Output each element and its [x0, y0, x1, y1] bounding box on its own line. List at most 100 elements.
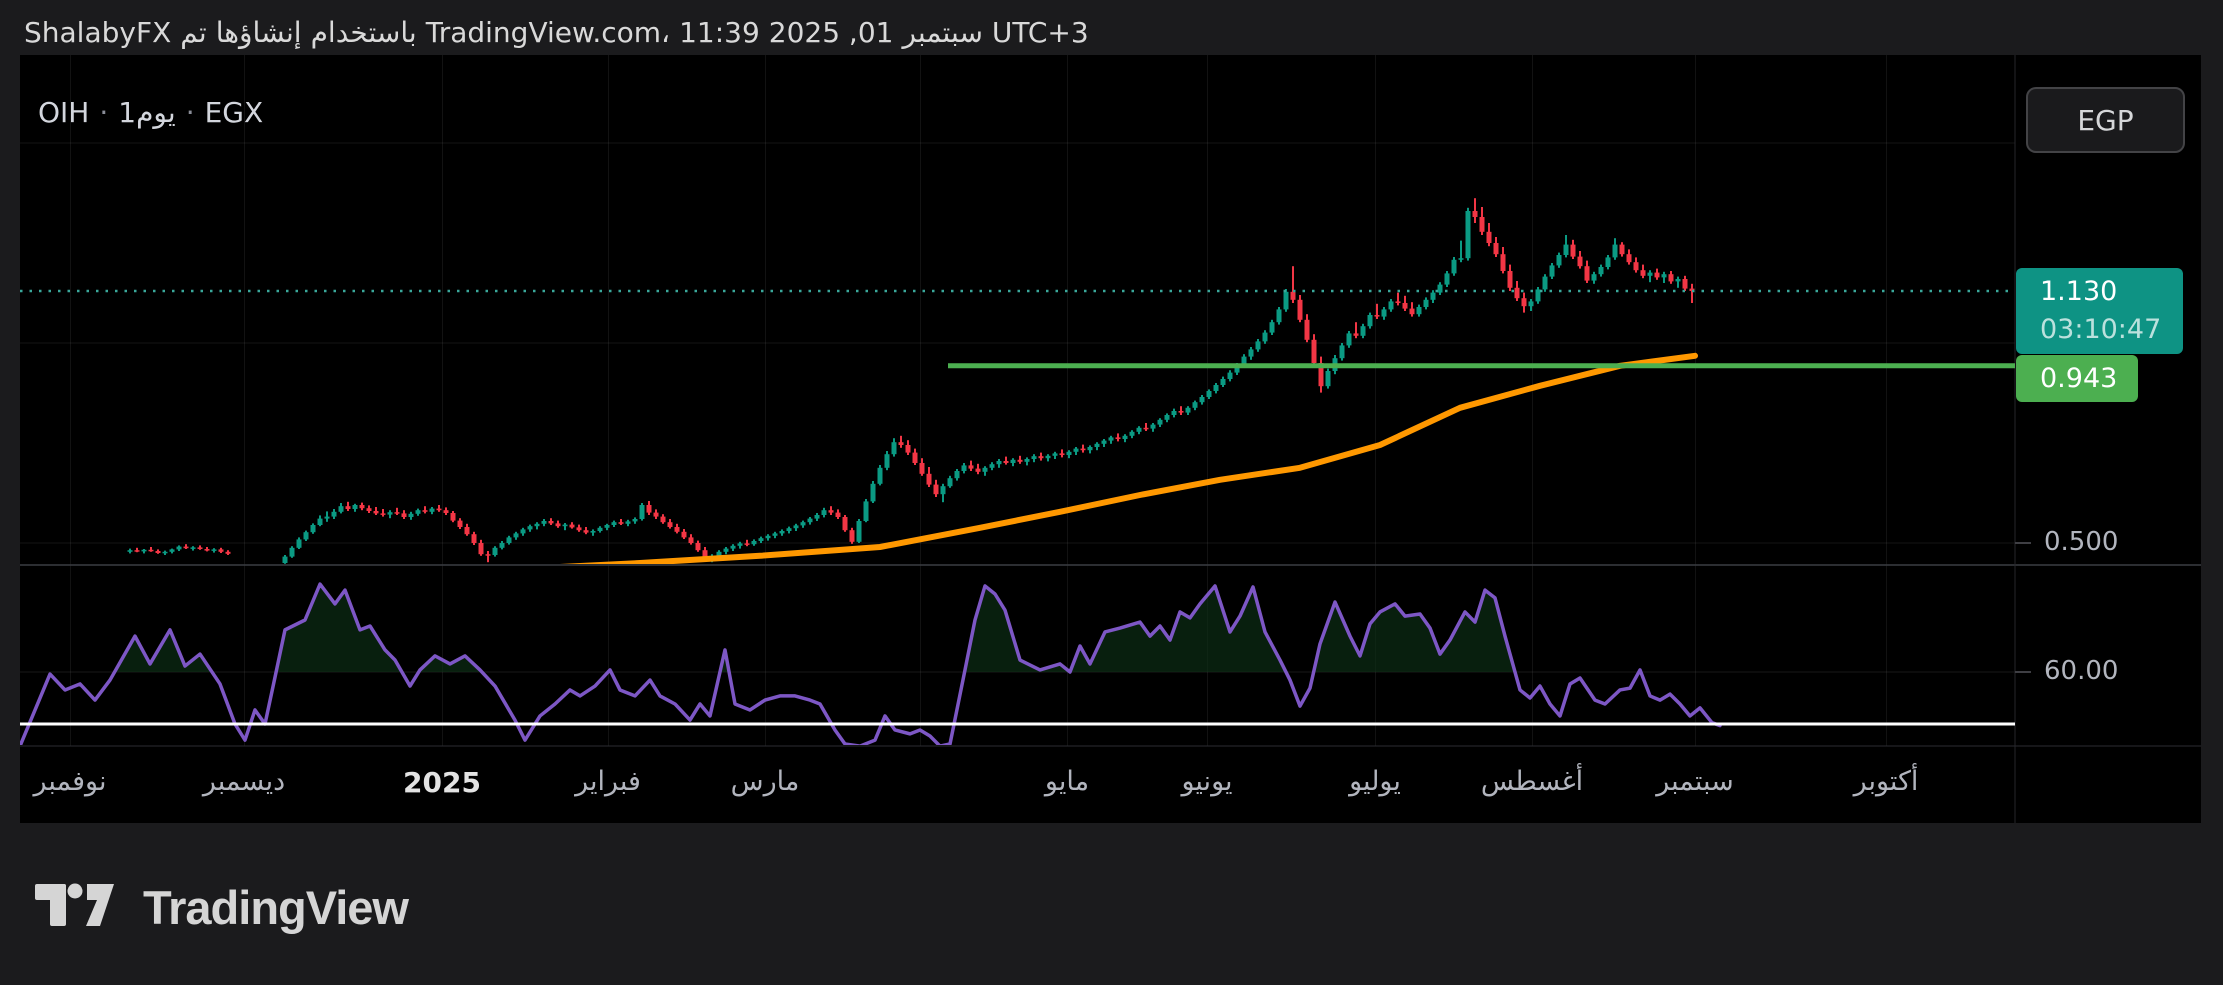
- candle-body: [1451, 259, 1457, 274]
- candle-body: [527, 526, 533, 530]
- time-axis-label-8: أغسطس: [1480, 766, 1584, 797]
- candle-body: [968, 465, 974, 469]
- candle-body: [415, 510, 421, 514]
- candle-body: [765, 535, 771, 539]
- time-axis-label-0: نوفمبر: [33, 766, 107, 797]
- candle-body: [183, 546, 189, 549]
- candle-body: [842, 517, 848, 531]
- candle-body: [695, 543, 701, 551]
- candle-body: [1535, 289, 1541, 302]
- candle-body: [1199, 397, 1205, 403]
- candle-body: [1206, 391, 1212, 397]
- candle-body: [338, 506, 344, 512]
- candle-body: [1220, 379, 1226, 385]
- candle-body: [779, 531, 785, 534]
- currency-button[interactable]: EGP: [2026, 87, 2185, 153]
- candle-body: [1164, 415, 1170, 420]
- candle-body: [1010, 459, 1016, 463]
- candle-body: [1339, 345, 1345, 359]
- snapshot-date: 2025 ,01: [768, 15, 894, 49]
- candle-body: [204, 549, 210, 551]
- candle-body: [1458, 258, 1464, 260]
- candle-body: [1304, 319, 1310, 340]
- candle-body: [541, 521, 547, 524]
- candle-body: [604, 525, 610, 528]
- symbol-exchange: EGX: [204, 96, 264, 129]
- candle-body: [1486, 231, 1492, 243]
- symbol-name: OIH: [38, 96, 90, 129]
- candle-body: [1654, 272, 1660, 278]
- candle-body: [1269, 322, 1275, 333]
- snapshot-attribution: ShalabyFX تم إنشاؤها باستخدام TradingVie…: [24, 12, 1089, 52]
- candle-body: [464, 527, 470, 535]
- candle-body: [1283, 291, 1289, 310]
- candle-body: [162, 551, 168, 554]
- candle-body: [1374, 315, 1380, 317]
- candle-body: [373, 511, 379, 514]
- candle-body: [856, 521, 862, 542]
- candle-body: [1416, 307, 1422, 315]
- candle-body: [1227, 372, 1233, 379]
- candle-body: [758, 538, 764, 541]
- candle-body: [485, 554, 491, 556]
- candle-body: [1241, 356, 1247, 365]
- candle-body: [905, 445, 911, 453]
- candle-body: [1479, 217, 1485, 232]
- candle-body: [1143, 427, 1149, 430]
- candle-body: [891, 442, 897, 455]
- candle-body: [211, 549, 217, 551]
- candle-body: [625, 521, 631, 524]
- candle-body: [1472, 211, 1478, 217]
- candle-body: [870, 483, 876, 502]
- candle-body: [190, 547, 196, 549]
- candle-body: [1059, 453, 1065, 455]
- candle-body: [506, 537, 512, 543]
- level-price-badge: 0.943: [2016, 355, 2138, 402]
- candle-body: [1661, 274, 1667, 278]
- candle-body: [1290, 291, 1296, 300]
- candle-body: [1136, 427, 1142, 432]
- candle-body: [1311, 339, 1317, 363]
- candle-body: [793, 525, 799, 529]
- candle-body: [877, 467, 883, 484]
- candle-body: [653, 512, 659, 517]
- candle-body: [681, 531, 687, 538]
- candle-body: [821, 510, 827, 515]
- candle-body: [975, 468, 981, 472]
- candle-body: [1682, 279, 1688, 289]
- candle-body: [772, 533, 778, 536]
- bar-countdown: 03:10:47: [2040, 314, 2162, 345]
- candle-body: [716, 551, 722, 556]
- candle-body: [1556, 255, 1562, 266]
- tradingview-footer[interactable]: TradingView: [35, 880, 409, 935]
- candle-body: [618, 522, 624, 524]
- candle-body: [548, 521, 554, 524]
- candle-body: [1500, 254, 1506, 271]
- candle-body: [359, 505, 365, 509]
- candle-body: [1584, 266, 1590, 281]
- candle-body: [1395, 301, 1401, 303]
- candle-body: [751, 541, 757, 545]
- candle-body: [807, 518, 813, 523]
- candle-body: [436, 508, 442, 511]
- candle-body: [576, 527, 582, 531]
- snapshot-timezone: UTC+3: [991, 15, 1089, 49]
- candle-body: [555, 523, 561, 527]
- candle-body: [1591, 274, 1597, 281]
- candle-body: [345, 506, 351, 509]
- candle-body: [1171, 411, 1177, 415]
- symbol-interval: 1يوم: [118, 96, 176, 129]
- candle-body: [1248, 349, 1254, 357]
- candle-body: [282, 556, 288, 563]
- candle-body: [863, 501, 869, 521]
- candle-body: [1038, 456, 1044, 459]
- last-price-value: 1.130: [2040, 276, 2118, 307]
- candle-body: [569, 524, 575, 528]
- candle-body: [1514, 287, 1520, 299]
- time-axis-label-4: مارس: [730, 766, 800, 797]
- candle-body: [387, 512, 393, 515]
- candle-body: [1052, 453, 1058, 456]
- candle-body: [730, 545, 736, 549]
- snapshot-time: 11:39: [679, 15, 760, 49]
- candle-body: [1108, 437, 1114, 441]
